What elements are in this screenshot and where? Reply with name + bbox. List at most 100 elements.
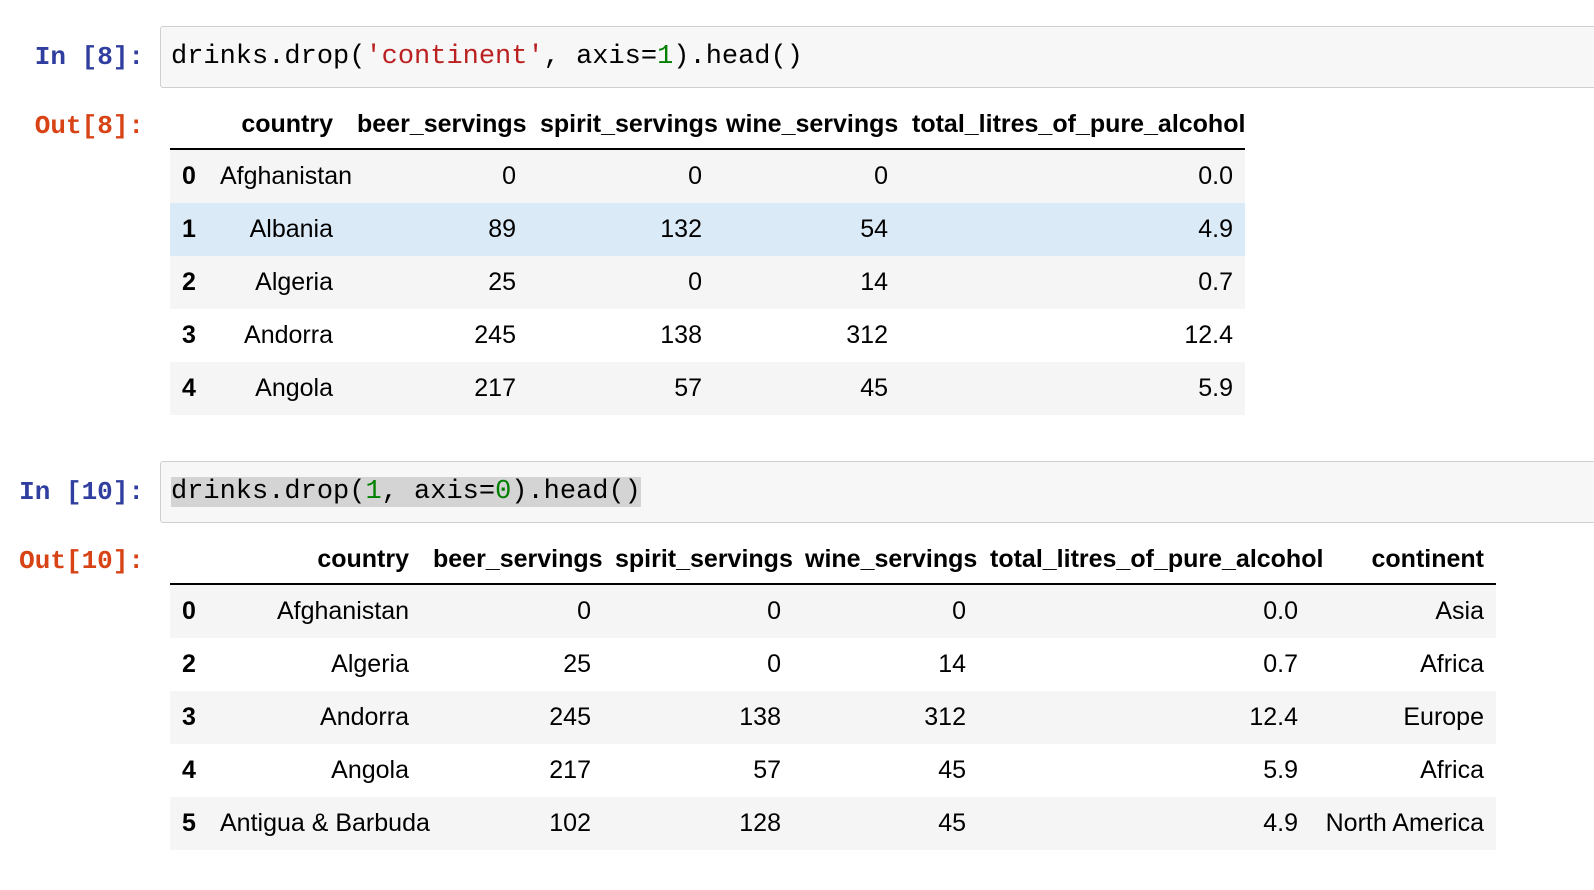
code-token-number: 1: [657, 42, 674, 72]
table-row[interactable]: 0 Afghanistan 0 0 0 0.0 Asia: [170, 584, 1496, 638]
table-cell: 312: [846, 321, 888, 349]
header-row: country beer_servings spirit_servings wine_…: [170, 537, 1496, 585]
table-cell: 4.9: [1263, 809, 1298, 837]
table-cell: 0.0: [1263, 597, 1298, 625]
table-row[interactable]: 1 Albania 89 132 54 4.9: [170, 203, 1245, 256]
column-header: total_litres_of_pure_alcohol: [978, 537, 1323, 585]
table-cell: 5.9: [1263, 756, 1298, 784]
column-header: wine_servings: [714, 102, 900, 150]
table-cell: Afghanistan: [220, 162, 353, 190]
table-cell: 5.9: [1198, 374, 1233, 402]
index-header: [170, 537, 208, 585]
table-row[interactable]: 5 Antigua & Barbuda 102 128 45 4.9 North Ameri…: [170, 797, 1496, 850]
code-cell-10: In [10]: drinks.drop(1, axis=0).head() O…: [0, 461, 1594, 850]
table-cell: 312: [924, 703, 966, 731]
output-area: country beer_servings spirit_servings wine_…: [160, 102, 1594, 415]
header-row: country beer_servings spirit_servings wine_…: [170, 102, 1245, 150]
code-token-number: 0: [495, 477, 512, 507]
table-cell: 217: [474, 374, 516, 402]
input-prompt: In [8]:: [34, 42, 144, 72]
code-token-plain: ).head(): [673, 42, 803, 72]
code-editor[interactable]: drinks.drop('continent', axis=1).head(): [160, 26, 1594, 88]
table-cell: 132: [660, 215, 702, 243]
output-area: country beer_servings spirit_servings wine_…: [160, 537, 1594, 850]
table-cell: 245: [474, 321, 516, 349]
table-cell: Afghanistan: [276, 597, 409, 625]
code-editor[interactable]: drinks.drop(1, axis=0).head(): [160, 461, 1594, 523]
table-cell: Angola: [331, 756, 409, 784]
code-line[interactable]: drinks.drop(1, axis=0).head(): [171, 476, 1585, 508]
row-index: 2: [182, 268, 196, 296]
table-cell: 138: [739, 703, 781, 731]
table-cell: 12.4: [1184, 321, 1233, 349]
table-cell: 14: [938, 650, 966, 678]
table-cell: Algeria: [255, 268, 333, 296]
table-cell: 12.4: [1249, 703, 1298, 731]
table-cell: 45: [860, 374, 888, 402]
code-token-plain: drinks.drop(: [171, 477, 366, 507]
row-index: 3: [182, 321, 196, 349]
table-row[interactable]: 2 Algeria 25 0 14 0.7 Africa: [170, 638, 1496, 691]
row-index: 2: [182, 650, 196, 678]
table-cell: 4.9: [1198, 215, 1233, 243]
code-token-plain: ).head(): [511, 477, 641, 507]
column-header: spirit_servings: [603, 537, 793, 585]
table-row[interactable]: 0 Afghanistan 0 0 0 0.0: [170, 149, 1245, 203]
code-token-number: 1: [365, 477, 382, 507]
output-prompt: Out[8]:: [34, 111, 144, 141]
column-header: wine_servings: [793, 537, 978, 585]
row-index: 4: [182, 374, 196, 402]
table-cell: 14: [860, 268, 888, 296]
column-header: total_litres_of_pure_alcohol: [900, 102, 1245, 150]
column-header: spirit_servings: [528, 102, 718, 150]
code-text: drinks.drop(1, axis=0).head(): [171, 477, 641, 507]
table-cell: 0: [767, 597, 781, 625]
table-cell: Antigua & Barbuda: [220, 809, 430, 837]
code-text: drinks.drop('continent', axis=1).head(): [171, 42, 803, 72]
table-cell: Angola: [255, 374, 333, 402]
code-token-plain: , axis=: [381, 477, 496, 507]
table-row[interactable]: 4 Angola 217 57 45 5.9 Africa: [170, 744, 1496, 797]
table-cell: 0: [502, 162, 516, 190]
table-cell: 0.0: [1198, 162, 1233, 190]
column-header: country: [208, 537, 421, 585]
table-row[interactable]: 4 Angola 217 57 45 5.9: [170, 362, 1245, 415]
table-cell: 45: [938, 809, 966, 837]
row-index: 1: [182, 215, 196, 243]
table-cell: Asia: [1435, 597, 1484, 625]
table-row[interactable]: 3 Andorra 245 138 312 12.4: [170, 309, 1245, 362]
row-index: 5: [182, 809, 196, 837]
table-cell: 217: [549, 756, 591, 784]
table-cell: 138: [660, 321, 702, 349]
table-cell: 0: [688, 162, 702, 190]
table-cell: 0.7: [1263, 650, 1298, 678]
table-cell: Africa: [1420, 650, 1484, 678]
dataframe-table: country beer_servings spirit_servings wine_…: [170, 102, 1245, 415]
column-header: beer_servings: [345, 102, 528, 150]
table-cell: 25: [488, 268, 516, 296]
table-row[interactable]: 3 Andorra 245 138 312 12.4 Europe: [170, 691, 1496, 744]
table-cell: Albania: [249, 215, 333, 243]
table-cell: Algeria: [331, 650, 409, 678]
code-token-string: 'continent': [365, 42, 544, 72]
input-prompt: In [10]:: [19, 477, 144, 507]
row-index: 3: [182, 703, 196, 731]
column-header: beer_servings: [421, 537, 603, 585]
dataframe-table: country beer_servings spirit_servings wine_…: [170, 537, 1496, 850]
column-header: continent: [1310, 537, 1496, 585]
row-index: 4: [182, 756, 196, 784]
code-token-plain: , axis=: [543, 42, 658, 72]
table-cell: Andorra: [244, 321, 333, 349]
row-index: 0: [182, 597, 196, 625]
table-row[interactable]: 2 Algeria 25 0 14 0.7: [170, 256, 1245, 309]
code-line[interactable]: drinks.drop('continent', axis=1).head(): [171, 41, 1585, 73]
row-index: 0: [182, 162, 196, 190]
table-cell: 25: [563, 650, 591, 678]
code-token-plain: drinks.drop(: [171, 42, 366, 72]
output-prompt: Out[10]:: [19, 546, 144, 576]
table-cell: Europe: [1403, 703, 1484, 731]
table-cell: 45: [938, 756, 966, 784]
index-header: [170, 102, 208, 150]
table-cell: 0: [767, 650, 781, 678]
table-cell: 0: [874, 162, 888, 190]
